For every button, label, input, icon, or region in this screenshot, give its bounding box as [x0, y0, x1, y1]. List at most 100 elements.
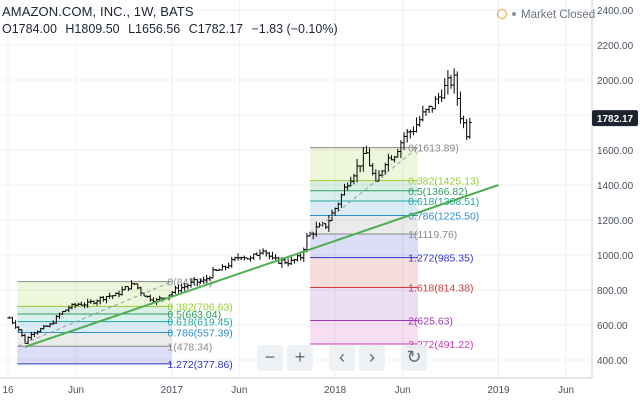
fib-set-0[interactable]: 0(847.74) 0.382(706.63)0.5(663.04)0.618(6…	[17, 277, 233, 371]
fib-level-label: 0(847.74)	[167, 277, 212, 289]
fib-level-label: 0.382(706.63)	[167, 301, 232, 313]
symbol-title: AMAZON.COM, INC., 1W, BATS	[2, 4, 194, 19]
chevron-right-icon: ›	[369, 347, 375, 367]
ohlc-bar	[445, 70, 450, 95]
price-tick-label: 400.00	[597, 356, 628, 367]
ohlc-bar	[289, 256, 294, 266]
price-tick-label: 2400.00	[597, 6, 634, 17]
reset-icon: ↻	[406, 347, 422, 367]
market-status: Market Closed	[497, 8, 595, 21]
chart-header: AMAZON.COM, INC., 1W, BATS	[2, 4, 194, 19]
clock-icon	[497, 9, 507, 19]
fib-band	[310, 180, 418, 191]
fib-level-label: 0.5(1366.82)	[408, 186, 468, 198]
price-tick-label: 2200.00	[597, 41, 634, 52]
ohlc-bar	[452, 68, 457, 94]
ohlc-bar	[439, 89, 444, 103]
market-status-label: Market Closed	[521, 9, 596, 21]
trendline-group[interactable]	[17, 147, 499, 348]
fib-band	[310, 320, 418, 345]
ohlc-readout: O1784.00 H1809.50 L1656.56 C1782.17 −1.8…	[2, 22, 343, 36]
ohlc-bar	[270, 251, 275, 260]
time-tick-label: Jun	[231, 385, 247, 396]
scroll-left-button[interactable]: ‹	[329, 345, 355, 371]
fib-level-label: 0.382(1425.13)	[408, 176, 479, 188]
time-tick-label: 2019	[487, 385, 510, 396]
fibonacci-retracements[interactable]: 0(847.74) 0.382(706.63)0.5(663.04)0.618(6…	[17, 143, 479, 371]
ohlc-bar	[455, 71, 460, 106]
fib-level-label: 1.272(377.86)	[167, 359, 232, 371]
price-tick-label: 1400.00	[597, 181, 634, 192]
ohlc-bar	[411, 126, 416, 136]
ohlc-bar	[220, 264, 225, 271]
ohlc-bar	[427, 105, 432, 114]
price-tick-label: 1600.00	[597, 146, 634, 157]
fib-band	[17, 346, 172, 364]
price-axis-bg	[592, 0, 640, 401]
fib-band	[17, 321, 172, 333]
time-tick-label: Jun	[558, 385, 574, 396]
ohlc-bar	[267, 251, 272, 260]
price-tick-label: 1000.00	[597, 251, 634, 262]
fib-band	[17, 281, 172, 307]
fib-level-label: 1.272(985.35)	[408, 253, 473, 265]
time-tick-label: 2017	[161, 385, 184, 396]
ohlc-bar	[248, 255, 253, 262]
fib-trend-dashed	[309, 147, 419, 235]
fib-band	[310, 201, 418, 216]
close-value: C1782.17	[188, 22, 243, 36]
price-bars	[7, 68, 472, 344]
fib-band	[310, 287, 418, 321]
ohlc-bar	[430, 105, 435, 113]
price-tick-label: 1200.00	[597, 216, 634, 227]
fib-level-label: 0.786(557.39)	[167, 327, 232, 339]
fib-level-label: 0.618(1308.51)	[408, 196, 479, 208]
ohlc-bar	[417, 116, 422, 127]
time-tick-label: 2018	[324, 385, 347, 396]
ohlc-bar	[408, 129, 413, 139]
reset-chart-button[interactable]: ↻	[401, 345, 427, 371]
last-price-label: 1782.17	[597, 114, 634, 125]
scroll-right-button[interactable]: ›	[359, 345, 385, 371]
fib-level-label: 0(1613.89)	[408, 143, 459, 155]
price-tick-label: 800.00	[597, 286, 628, 297]
fib-band	[310, 257, 418, 288]
fib-band	[310, 215, 418, 235]
fib-band	[17, 332, 172, 347]
low-value: L1656.56	[128, 22, 181, 36]
plus-icon: +	[294, 347, 306, 367]
fib-band	[17, 306, 172, 314]
ohlc-bar	[442, 78, 447, 99]
ohlc-bar	[433, 96, 438, 110]
ohlc-bar	[461, 115, 466, 129]
fib-level-label: 1(1119.76)	[408, 229, 457, 241]
price-tick-label: 2000.00	[597, 76, 634, 87]
zoom-out-button[interactable]: −	[257, 345, 283, 371]
fib-band	[310, 234, 418, 258]
ohlc-bar	[420, 105, 425, 122]
fib-level-label: 0.5(663.04)	[167, 309, 221, 321]
last-price-badge	[592, 110, 638, 127]
ohlc-bar	[436, 92, 441, 105]
fib-set-1[interactable]: 0(1613.89) 0.382(1425.13)0.5(1366.82)0.61…	[310, 143, 479, 351]
high-value: H1809.50	[65, 22, 120, 36]
dot-icon	[512, 12, 516, 16]
fib-level-label: 2(625.63)	[408, 316, 453, 328]
fib-level-label: 1(478.34)	[167, 341, 212, 353]
change-value: −1.83 (−0.10%)	[251, 22, 338, 36]
time-tick-label: Jun	[68, 385, 84, 396]
grid	[0, 0, 592, 378]
time-tick-label: Jun	[395, 385, 411, 396]
fib-band	[17, 313, 172, 322]
ohlc-bar	[449, 74, 454, 89]
trendline[interactable]	[24, 184, 499, 348]
ohlc-bar	[223, 265, 228, 271]
fib-band	[310, 147, 418, 181]
zoom-in-button[interactable]: +	[287, 345, 313, 371]
chevron-left-icon: ‹	[339, 347, 345, 367]
ohlc-bar	[229, 256, 234, 268]
ohlc-bar	[405, 128, 410, 143]
fib-level-label: 0.786(1225.50)	[408, 211, 479, 223]
